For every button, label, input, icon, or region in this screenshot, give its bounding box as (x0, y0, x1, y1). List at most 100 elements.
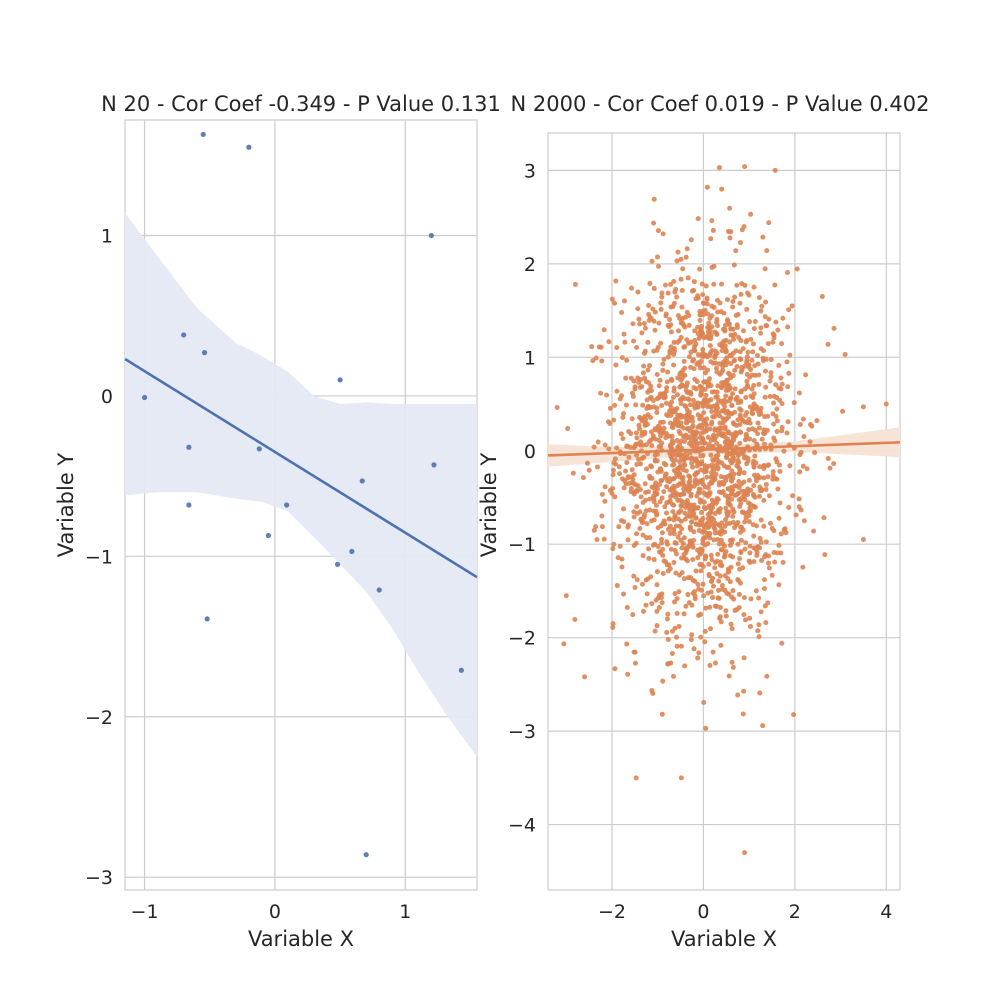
data-point (624, 459, 630, 465)
data-point (740, 328, 746, 334)
data-point (702, 484, 708, 490)
data-point (737, 566, 743, 572)
data-point (700, 537, 706, 543)
data-point (771, 549, 777, 555)
data-point (613, 362, 619, 368)
data-point (740, 509, 746, 515)
data-point (642, 375, 648, 381)
data-point (742, 412, 748, 418)
data-point (728, 375, 734, 381)
data-point (614, 583, 620, 589)
data-point (716, 165, 722, 171)
data-point (683, 603, 689, 609)
data-point (665, 290, 671, 296)
data-point (671, 346, 677, 352)
data-point (697, 549, 703, 555)
data-point (640, 370, 646, 376)
data-point (668, 546, 674, 552)
data-point (720, 326, 726, 332)
data-point (708, 452, 714, 458)
data-point (703, 392, 709, 398)
data-point (756, 595, 762, 601)
data-point (712, 352, 718, 358)
data-point (646, 302, 652, 308)
data-point (719, 547, 725, 553)
data-point (654, 582, 660, 588)
data-point (629, 285, 635, 291)
y-tick-label: 0 (101, 386, 113, 408)
data-point (699, 323, 705, 329)
data-point (676, 589, 682, 595)
data-point (737, 529, 743, 535)
data-point (724, 454, 730, 460)
data-point (748, 393, 754, 399)
data-point (759, 303, 765, 309)
data-point (680, 316, 686, 322)
data-point (772, 282, 778, 288)
data-point (681, 461, 687, 467)
data-point (141, 394, 148, 401)
data-point (698, 365, 704, 371)
data-point (744, 306, 750, 312)
data-point (741, 224, 747, 230)
data-point (691, 646, 697, 652)
data-point (614, 345, 620, 351)
data-point (601, 327, 607, 333)
data-point (720, 360, 726, 366)
data-point (765, 560, 771, 566)
data-point (748, 336, 754, 342)
data-point (668, 329, 674, 335)
data-point (738, 549, 744, 555)
data-point (744, 371, 750, 377)
data-point (750, 341, 756, 347)
data-point (670, 440, 676, 446)
data-point (778, 550, 784, 556)
data-point (732, 386, 738, 392)
data-point (614, 445, 620, 451)
left-points (141, 131, 464, 858)
data-point (659, 294, 665, 300)
data-point (725, 513, 731, 519)
data-point (647, 496, 653, 502)
data-point (678, 643, 684, 649)
data-point (678, 276, 684, 282)
data-point (821, 515, 827, 521)
data-point (774, 418, 780, 424)
data-point (785, 324, 791, 330)
data-point (265, 532, 272, 539)
data-point (656, 383, 662, 389)
data-point (704, 533, 710, 539)
data-point (655, 263, 661, 269)
data-point (686, 322, 692, 328)
data-point (647, 281, 653, 287)
data-point (763, 384, 769, 390)
data-point (695, 400, 701, 406)
data-point (687, 389, 693, 395)
data-point (730, 513, 736, 519)
data-point (634, 577, 640, 583)
data-point (698, 509, 704, 515)
data-point (860, 404, 866, 410)
data-point (646, 546, 652, 552)
data-point (771, 421, 777, 427)
data-point (621, 298, 627, 304)
data-point (679, 545, 685, 551)
data-point (678, 256, 684, 262)
data-point (737, 349, 743, 355)
data-point (612, 494, 618, 500)
data-point (729, 496, 735, 502)
data-point (670, 462, 676, 468)
data-point (774, 476, 780, 482)
data-point (594, 464, 600, 470)
data-point (687, 450, 693, 456)
data-point (658, 595, 664, 601)
data-point (742, 850, 748, 856)
data-point (733, 492, 739, 498)
data-point (701, 504, 707, 510)
data-point (644, 466, 650, 472)
data-point (646, 387, 652, 393)
data-point (730, 391, 736, 397)
data-point (563, 593, 569, 599)
data-point (653, 597, 659, 603)
data-point (607, 487, 613, 493)
